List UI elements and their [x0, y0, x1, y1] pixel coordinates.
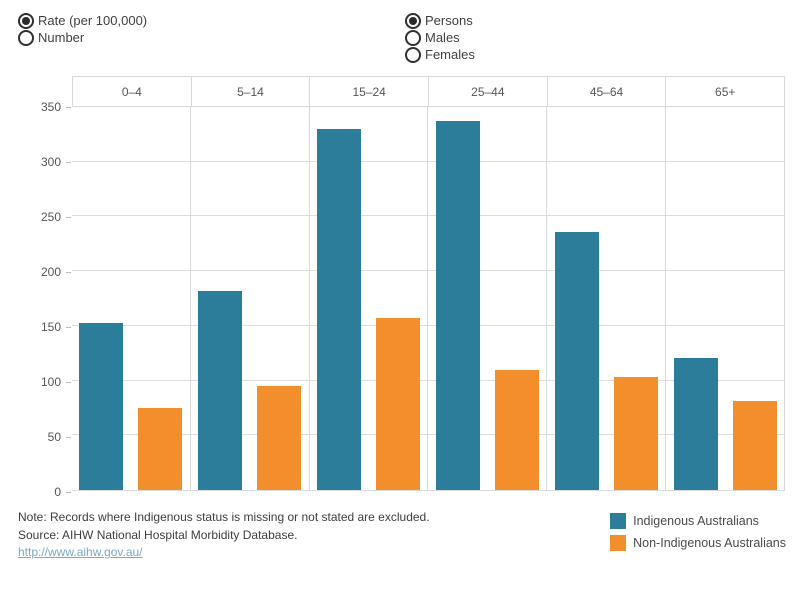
age-group-header-25-44: 25–44 — [429, 77, 548, 106]
note-text: Note: Records where Indigenous status is… — [18, 510, 430, 524]
radio-option-label: Rate (per 100,000) — [38, 13, 148, 28]
y-tick-label: 150 — [40, 320, 61, 334]
gridline — [72, 270, 785, 272]
chart-column-65 — [666, 107, 785, 490]
radio-option-females[interactable]: Females — [405, 46, 475, 63]
y-tick-label: 50 — [47, 430, 61, 445]
radio-button-icon[interactable] — [18, 29, 34, 46]
legend-item-indigenous-australians[interactable]: Indigenous Australians — [610, 513, 786, 529]
y-tick-mark — [66, 436, 71, 438]
age-group-header-0-4: 0–4 — [72, 77, 192, 106]
bar-chart: 0 50 100 150 200 250 300 350 0–4 5–14 15–24 25–44 4… — [0, 76, 800, 499]
legend-item-non-indigenous-australians[interactable]: Non-Indigenous Australians — [610, 535, 786, 551]
non-indigenous-australians-bar-25-44[interactable] — [494, 369, 539, 490]
radio-button-icon[interactable] — [405, 29, 421, 46]
legend: Indigenous Australians Non-Indigenous Aus… — [610, 509, 786, 557]
radio-option-label: Males — [425, 30, 460, 45]
radio-button-icon[interactable] — [405, 12, 421, 29]
plot-section: 0–4 5–14 15–24 25–44 45–64 65+ — [72, 76, 786, 492]
y-tick-mark — [66, 326, 71, 328]
y-tick-mark — [66, 381, 71, 383]
gridline — [72, 324, 785, 326]
indigenous-australians-bar-45-64[interactable] — [554, 231, 599, 490]
radio-option-rate-per-100-000[interactable]: Rate (per 100,000) — [18, 12, 405, 29]
legend-swatch-icon — [610, 513, 627, 529]
y-axis: 0 50 100 150 200 250 300 350 — [0, 100, 72, 499]
age-group-header-45-64: 45–64 — [548, 77, 667, 106]
non-indigenous-australians-bar-45-64[interactable] — [613, 377, 658, 490]
y-tick-mark — [66, 161, 71, 163]
y-tick-label: 250 — [40, 210, 61, 224]
legend-label: Indigenous Australians — [633, 514, 759, 528]
indigenous-australians-bar-15-24[interactable] — [317, 128, 362, 490]
y-tick-mark — [66, 106, 71, 108]
radio-button-icon[interactable] — [18, 12, 34, 29]
y-tick-label: 350 — [40, 100, 61, 114]
y-tick-label: 200 — [40, 265, 61, 280]
chart-notes: Note: Records where Indigenous status is… — [18, 509, 430, 562]
y-tick-mark — [66, 271, 71, 273]
indigenous-australians-bar-0-4[interactable] — [79, 322, 124, 490]
y-tick-mark — [66, 216, 71, 218]
chart-column-25-44 — [428, 107, 548, 490]
radio-option-label: Females — [425, 47, 475, 62]
measure-radio-group: Rate (per 100,000) Number — [18, 12, 405, 76]
age-group-header-15-24: 15–24 — [310, 77, 430, 106]
non-indigenous-australians-bar-65[interactable] — [732, 401, 777, 490]
radio-option-number[interactable]: Number — [18, 29, 405, 46]
gridline — [72, 379, 785, 381]
non-indigenous-australians-bar-5-14[interactable] — [257, 386, 302, 490]
gridline — [72, 160, 785, 162]
radio-option-persons[interactable]: Persons — [405, 12, 475, 29]
y-tick-label: 0 — [54, 485, 61, 499]
radio-option-label: Number — [38, 30, 85, 45]
non-indigenous-australians-bar-15-24[interactable] — [376, 318, 421, 490]
indigenous-australians-bar-25-44[interactable] — [435, 121, 480, 490]
footer: Note: Records where Indigenous status is… — [0, 492, 800, 562]
sex-radio-group: Persons Males Females — [405, 12, 475, 76]
non-indigenous-australians-bar-0-4[interactable] — [138, 407, 183, 490]
gridline — [72, 215, 785, 217]
source-link[interactable]: http://www.aihw.gov.au/ — [18, 545, 143, 559]
radio-option-males[interactable]: Males — [405, 29, 475, 46]
chart-column-45-64 — [547, 107, 667, 490]
radio-option-label: Persons — [425, 13, 473, 28]
plot-area — [72, 106, 785, 491]
y-tick-mark — [66, 491, 71, 493]
indigenous-australians-bar-65[interactable] — [673, 357, 718, 490]
legend-label: Non-Indigenous Australians — [633, 536, 786, 550]
gridline — [72, 434, 785, 436]
age-group-header-5-14: 5–14 — [192, 77, 311, 106]
y-tick-label: 100 — [40, 375, 61, 390]
chart-column-0-4 — [72, 107, 191, 490]
column-headers: 0–4 5–14 15–24 25–44 45–64 65+ — [72, 76, 786, 106]
y-tick-label: 300 — [40, 155, 61, 169]
source-text: Source: AIHW National Hospital Morbidity… — [18, 527, 298, 542]
age-group-header-65: 65+ — [666, 77, 786, 106]
chart-column-5-14 — [191, 107, 310, 490]
chart-column-15-24 — [310, 107, 429, 490]
radio-button-icon[interactable] — [405, 46, 421, 63]
legend-swatch-icon — [610, 535, 627, 551]
top-controls: Rate (per 100,000) Number Persons Males Fem… — [0, 0, 800, 76]
indigenous-australians-bar-5-14[interactable] — [198, 290, 243, 490]
